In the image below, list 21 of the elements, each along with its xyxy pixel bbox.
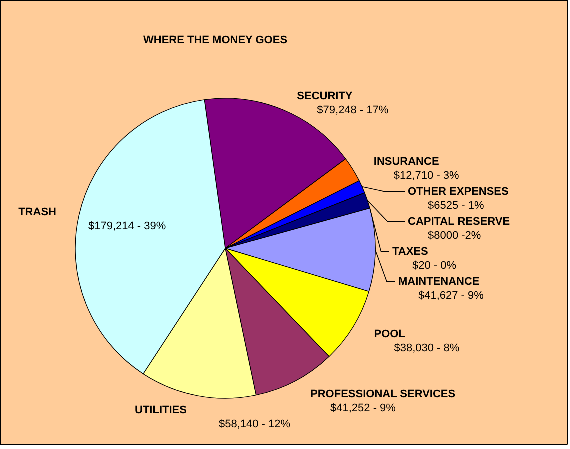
chart-title: WHERE THE MONEY GOES: [144, 34, 288, 46]
data-label: $41,252 - 9%: [330, 402, 396, 414]
slice-label: OTHER EXPENSES: [408, 186, 509, 198]
data-label: $12,710 - 3%: [394, 170, 460, 182]
data-label: $58,140 - 12%: [218, 418, 291, 431]
data-label: $41,627 - 9%: [418, 290, 484, 302]
slice-label: CAPITAL RESERVE: [408, 216, 510, 228]
data-label: $79,248 - 17%: [317, 104, 389, 116]
slice-label: TAXES: [392, 246, 428, 258]
slice-label: POOL: [374, 328, 406, 341]
slice-label: INSURANCE: [374, 156, 440, 168]
data-label: $38,030 - 8%: [394, 342, 460, 355]
slice-label: UTILITIES: [135, 404, 187, 417]
data-label: $8000 -2%: [428, 230, 482, 242]
slice-label: SECURITY: [297, 90, 354, 102]
slice-label: TRASH: [18, 206, 57, 219]
slice-label: PROFESSIONAL SERVICES: [310, 388, 456, 400]
data-label: $179,214 - 39%: [88, 220, 166, 233]
data-label: $20 - 0%: [412, 260, 457, 272]
slice-label: MAINTENANCE: [398, 276, 480, 288]
data-label: $6525 - 1%: [428, 200, 484, 212]
